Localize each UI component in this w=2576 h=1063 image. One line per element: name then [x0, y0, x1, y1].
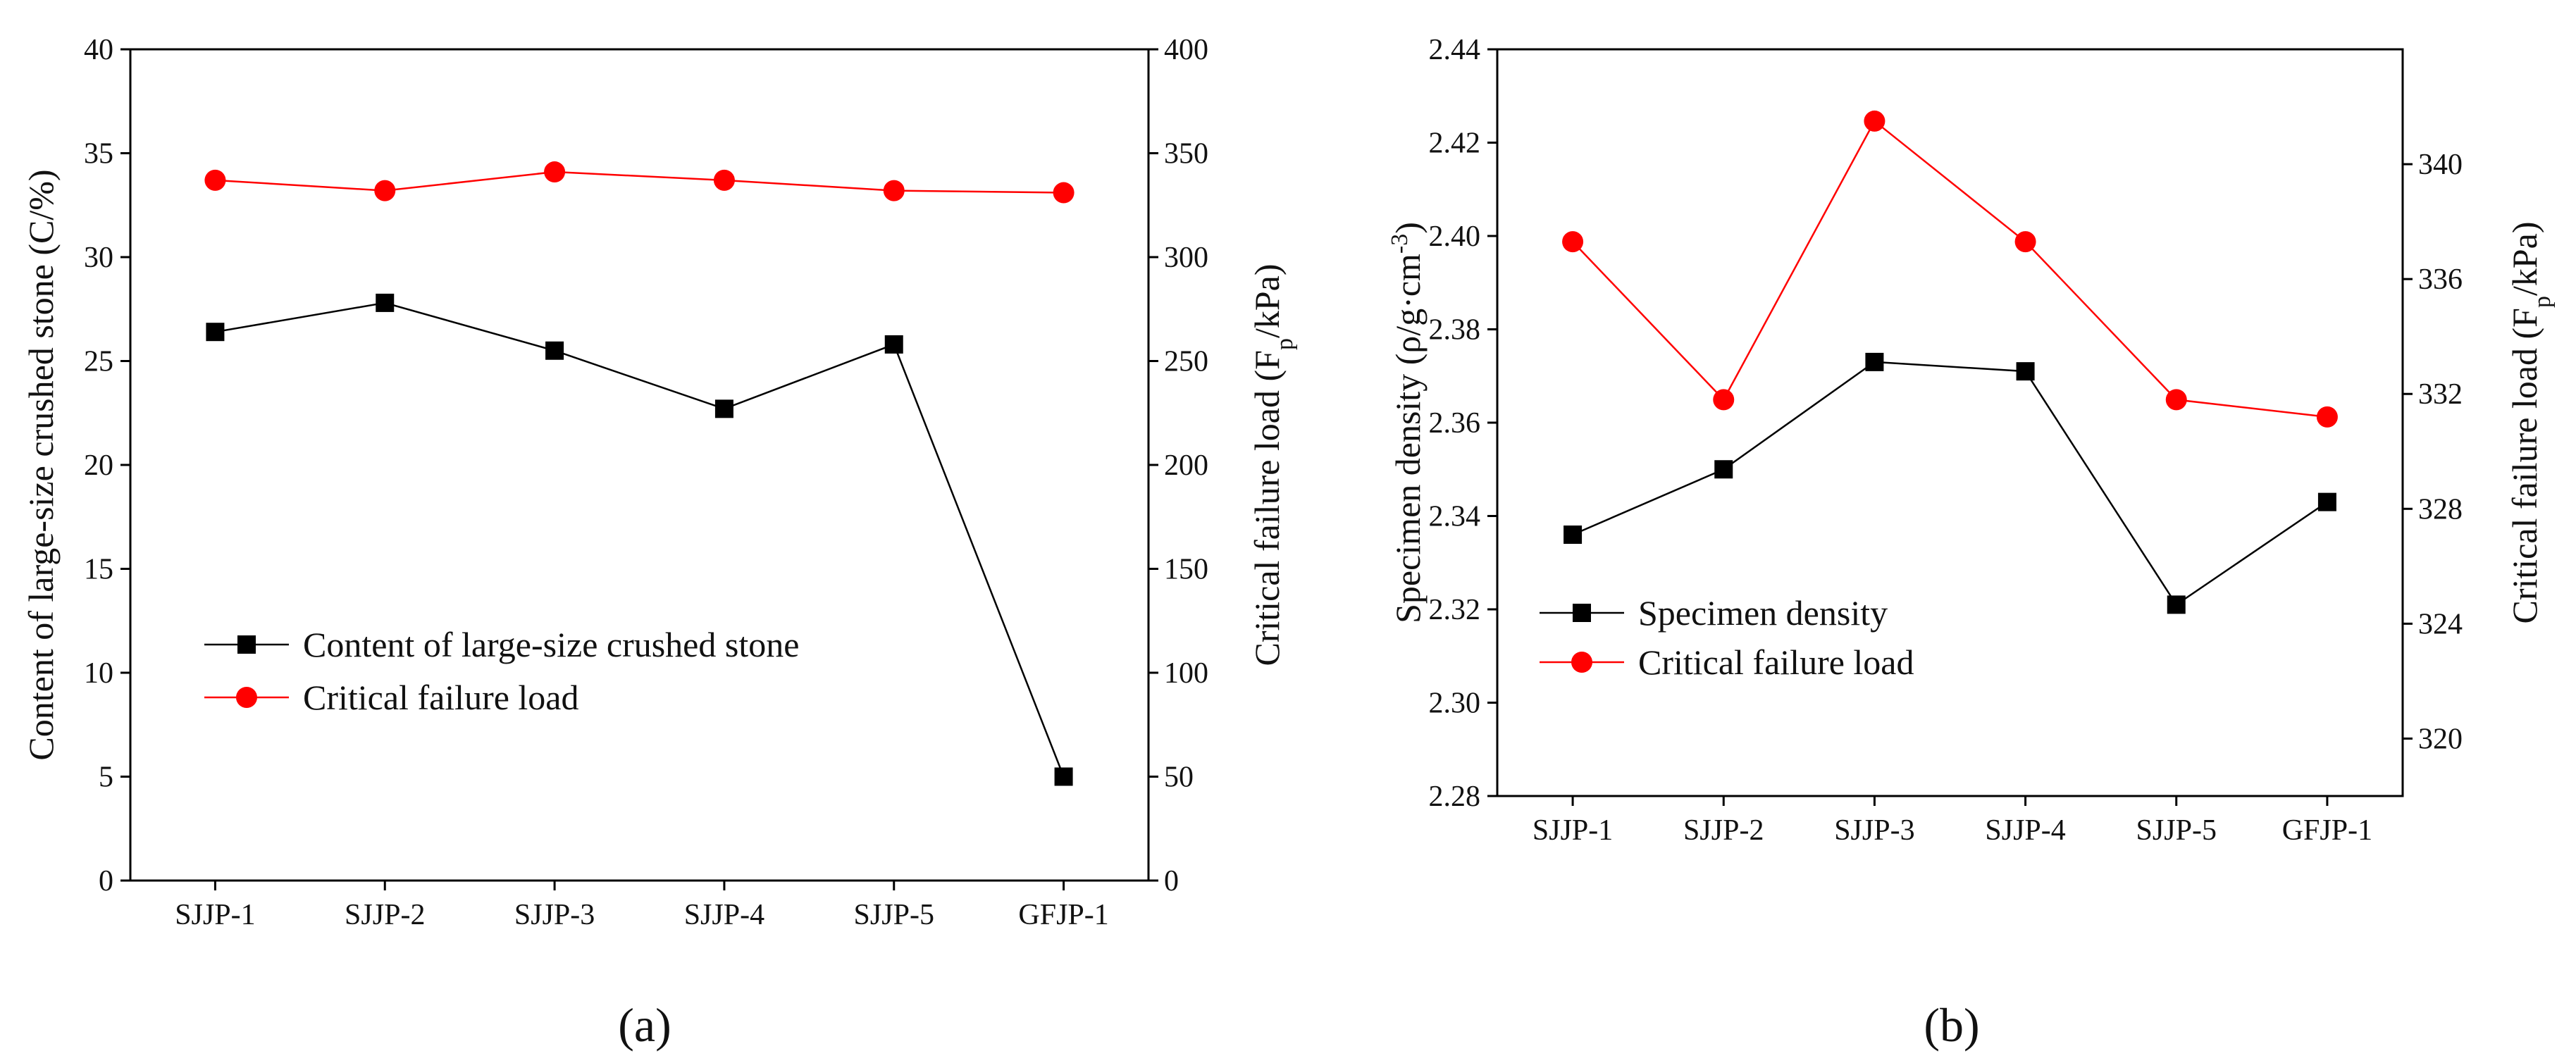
x-tick-label: SJJP-3 — [1834, 814, 1914, 847]
data-point-circle — [204, 169, 226, 191]
data-point-square — [1865, 352, 1884, 371]
data-point-square — [1714, 460, 1733, 479]
y-right-tick-label: 336 — [2418, 263, 2463, 296]
series-line-0 — [1572, 361, 2328, 607]
data-point-circle — [1562, 231, 1584, 253]
y-left-tick-label: 2.44 — [1429, 34, 1481, 66]
y-right-tick-label: 350 — [1164, 138, 1208, 170]
data-point-square — [2167, 595, 2186, 614]
y-left-tick-label: 10 — [84, 657, 113, 690]
y-left-tick-label: 2.38 — [1429, 314, 1481, 347]
y-right-tick-label: 320 — [2418, 723, 2463, 755]
panel-a-chart: SJJP-1 SJJP-2 SJJP-3 SJJP-4 SJJP-5 GFJP-1 0 5 10… — [21, 34, 1298, 1052]
data-point-square — [714, 399, 733, 418]
y-left-tick-label: 2.30 — [1429, 688, 1481, 720]
y-right-tick-label: 50 — [1164, 761, 1194, 794]
y-left-tick-label: 2.34 — [1429, 501, 1481, 533]
data-point-circle — [544, 161, 566, 183]
y-right-tick-label: 250 — [1164, 346, 1208, 378]
y-right-tick-label: 400 — [1164, 34, 1208, 66]
legend-marker-circle — [1571, 652, 1592, 673]
x-tick-label: SJJP-3 — [514, 899, 595, 931]
y-left-tick-label: 2.40 — [1429, 220, 1481, 253]
data-point-square — [1054, 767, 1073, 786]
data-point-circle — [1864, 110, 1885, 132]
y-left-tick-label: 0 — [99, 865, 113, 897]
panel-label: (a) — [618, 998, 671, 1052]
y-left-tick-label: 15 — [84, 554, 113, 586]
y-right-tick-label: 0 — [1164, 865, 1179, 897]
data-point-square — [2317, 492, 2336, 511]
legend-marker-circle — [236, 687, 257, 708]
legend-label: Critical failure load — [1638, 642, 1914, 682]
y-right-tick-label: 300 — [1164, 242, 1208, 274]
series-line-1 — [215, 170, 1064, 194]
y-left-tick-label: 40 — [84, 34, 113, 66]
y-left-tick-label: 35 — [84, 138, 113, 170]
y-left-tick-label: 2.28 — [1429, 781, 1481, 813]
x-tick-label: SJJP-1 — [175, 899, 255, 931]
y-right-axis-title: Critical failure load (Fp/kPa) — [1247, 263, 1298, 666]
series-line-0 — [215, 302, 1065, 777]
x-tick-label: SJJP-4 — [1985, 814, 2065, 847]
legend-label: Critical failure load — [303, 678, 579, 717]
data-point-circle — [2316, 406, 2338, 428]
legend-marker-square — [1573, 604, 1591, 622]
x-tick-label: SJJP-2 — [345, 899, 425, 931]
plot-frame — [1496, 48, 2404, 797]
y-right-tick-label: 340 — [2418, 149, 2463, 181]
y-left-axis-title: Specimen density (ρ/g·cm-3) — [1387, 222, 1428, 623]
x-tick-label: SJJP-2 — [1683, 814, 1764, 847]
x-tick-label: SJJP-5 — [854, 899, 934, 931]
y-right-axis-title: Critical failure load (Fp/kPa) — [2505, 221, 2556, 623]
data-point-square — [884, 335, 903, 354]
legend-label: Content of large-size crushed stone — [303, 625, 799, 664]
y-left-axis-title: Content of large-size crushed stone (C/%… — [21, 169, 61, 760]
data-point-square — [1563, 526, 1583, 544]
data-point-square — [2016, 362, 2035, 381]
data-point-circle — [883, 180, 905, 201]
series-line-1 — [1572, 120, 2328, 418]
y-left-tick-label: 25 — [84, 346, 113, 378]
data-point-circle — [713, 169, 735, 191]
data-point-circle — [2165, 389, 2187, 411]
y-right-tick-label: 332 — [2418, 378, 2463, 411]
y-left-tick-label: 2.32 — [1429, 594, 1481, 626]
y-left-tick-label: 2.36 — [1429, 407, 1481, 440]
x-tick-label: SJJP-4 — [684, 899, 764, 931]
x-tick-label: GFJP-1 — [2282, 814, 2372, 847]
x-tick-label: SJJP-1 — [1532, 814, 1613, 847]
y-right-tick-label: 150 — [1164, 554, 1208, 586]
y-left-tick-label: 20 — [84, 449, 113, 482]
y-right-tick-label: 100 — [1164, 657, 1208, 690]
y-left-tick-label: 2.42 — [1429, 128, 1481, 160]
y-left-tick-label: 30 — [84, 242, 113, 274]
data-point-square — [206, 323, 225, 342]
legend-marker-square — [237, 635, 256, 654]
legend-label: Specimen density — [1638, 593, 1888, 633]
data-point-circle — [374, 180, 396, 201]
data-point-square — [376, 293, 395, 312]
y-left-tick-label: 5 — [99, 761, 113, 794]
x-tick-label: GFJP-1 — [1018, 899, 1108, 931]
data-point-square — [545, 341, 564, 360]
y-right-tick-label: 328 — [2418, 493, 2463, 526]
data-point-circle — [2014, 231, 2036, 253]
plot-frame — [129, 48, 1150, 882]
data-point-circle — [1713, 389, 1735, 411]
y-right-tick-label: 200 — [1164, 449, 1208, 482]
x-tick-label: SJJP-5 — [2136, 814, 2217, 847]
y-right-tick-label: 324 — [2418, 608, 2463, 640]
data-point-circle — [1053, 182, 1075, 204]
panel-label: (b) — [1924, 998, 1979, 1052]
panel-b-chart: SJJP-1 SJJP-2 SJJP-3 SJJP-4 SJJP-5 GFJP-1 2.28… — [1387, 34, 2556, 1052]
